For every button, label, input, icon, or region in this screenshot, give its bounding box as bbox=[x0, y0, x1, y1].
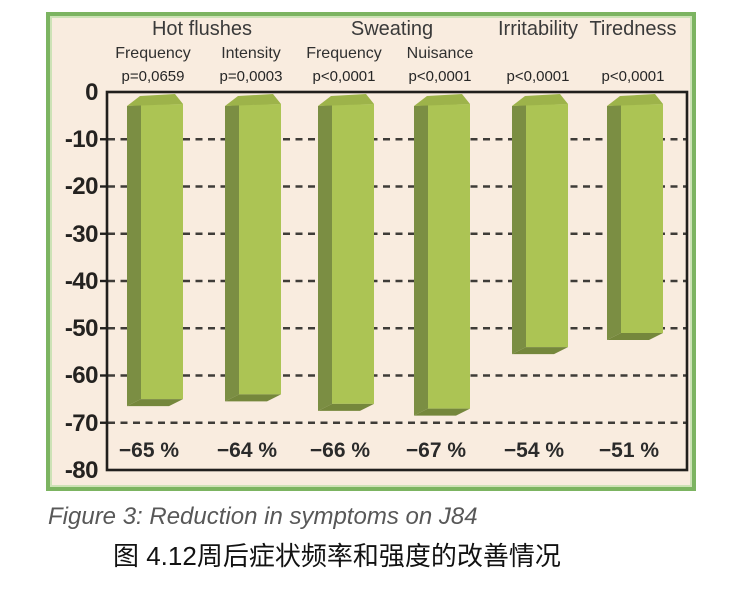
y-tick-label-20: -20 bbox=[64, 173, 99, 200]
bar-bottom-face bbox=[225, 394, 281, 402]
bar-front-face bbox=[621, 104, 663, 333]
value-label-4: −67 % bbox=[405, 439, 467, 462]
p-value-label-2: p=0,0003 bbox=[219, 68, 283, 85]
column-label-sweating-nuisance: Nuisance bbox=[406, 45, 474, 62]
bar-top-face bbox=[127, 94, 183, 106]
bar-front-face bbox=[332, 104, 374, 404]
bar-bottom-face bbox=[318, 403, 374, 411]
y-tick-label-50: -50 bbox=[64, 315, 99, 342]
bar-top-face bbox=[318, 94, 374, 106]
value-label-5: −54 % bbox=[503, 439, 565, 462]
y-tick-label-30: -30 bbox=[64, 221, 99, 248]
bar-front-face bbox=[428, 104, 470, 409]
y-tick-label-70: -70 bbox=[64, 410, 99, 437]
group-label-sweating: Sweating bbox=[350, 18, 434, 40]
column-label-sweating-frequency: Frequency bbox=[306, 45, 382, 62]
group-label-irritability: Irritability bbox=[497, 18, 578, 40]
p-value-label-5: p<0,0001 bbox=[506, 68, 570, 85]
p-value-label-4: p<0,0001 bbox=[408, 68, 472, 85]
y-tick-label-60: -60 bbox=[64, 362, 99, 389]
p-value-label-3: p<0,0001 bbox=[312, 68, 376, 85]
bar-top-face bbox=[512, 94, 568, 106]
column-label-hotflush-frequency: Frequency bbox=[115, 45, 191, 62]
bar-bottom-face bbox=[512, 347, 568, 355]
y-tick-label-80: -80 bbox=[64, 457, 99, 484]
bar-front-face bbox=[239, 104, 281, 395]
y-tick-label-40: -40 bbox=[64, 268, 99, 295]
bar-bottom-face bbox=[127, 399, 183, 407]
figure-caption-chinese: 图 4.12周后症状频率和强度的改善情况 bbox=[113, 541, 561, 571]
bar-side-face bbox=[512, 105, 526, 355]
value-label-1: −65 % bbox=[118, 439, 180, 462]
plot-frame bbox=[105, 90, 689, 472]
bar-side-face bbox=[414, 105, 428, 416]
bar-bottom-face bbox=[414, 408, 470, 416]
group-label-tiredness: Tiredness bbox=[589, 18, 677, 40]
p-value-label-1: p=0,0659 bbox=[121, 68, 185, 85]
bar-bottom-face bbox=[607, 332, 663, 340]
bar-front-face bbox=[141, 104, 183, 400]
p-value-label-6: p<0,0001 bbox=[601, 68, 665, 85]
column-label-hotflush-intensity: Intensity bbox=[221, 45, 281, 62]
bar-side-face bbox=[607, 105, 621, 340]
bar-top-face bbox=[607, 94, 663, 106]
bar-side-face bbox=[225, 105, 239, 402]
bar-side-face bbox=[318, 105, 332, 411]
y-tick-label-0: 0 bbox=[85, 79, 98, 106]
bar-front-face bbox=[526, 104, 568, 348]
y-tick-label-10: -10 bbox=[64, 126, 99, 153]
bar-top-face bbox=[414, 94, 470, 106]
value-label-3: −66 % bbox=[309, 439, 371, 462]
value-label-6: −51 % bbox=[598, 439, 660, 462]
bar-side-face bbox=[127, 105, 141, 407]
figure-caption-english: Figure 3: Reduction in symptoms on J84 bbox=[48, 503, 478, 530]
bar-top-face bbox=[225, 94, 281, 106]
bar-chart-plot bbox=[100, 90, 689, 472]
value-label-2: −64 % bbox=[216, 439, 278, 462]
group-label-hot-flushes: Hot flushes bbox=[151, 18, 253, 40]
